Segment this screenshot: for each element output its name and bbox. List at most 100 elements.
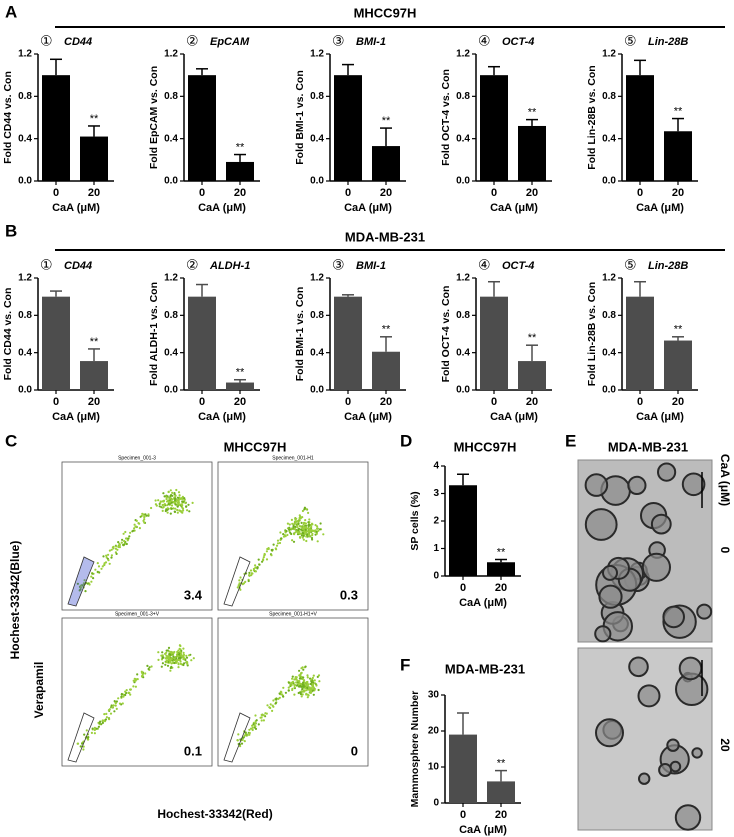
- event-dot: [177, 501, 180, 504]
- sphere: [678, 656, 703, 681]
- event-dot: [96, 570, 99, 573]
- significance: **: [236, 367, 245, 379]
- sphere: [696, 603, 713, 620]
- event-dot: [295, 681, 298, 684]
- event-dot: [254, 714, 257, 717]
- event-dot: [298, 691, 301, 694]
- event-dot: [282, 535, 286, 538]
- event-dot: [179, 656, 182, 659]
- chart-title: CD44: [64, 36, 92, 48]
- event-dot: [293, 533, 296, 536]
- event-dot: [243, 734, 246, 737]
- event-dot: [277, 697, 280, 701]
- event-dot: [304, 684, 308, 687]
- chart-number: ③: [332, 33, 345, 49]
- event-dot: [291, 687, 294, 690]
- event-dot: [82, 748, 85, 751]
- event-dot: [274, 702, 277, 705]
- event-dot: [250, 572, 253, 575]
- event-dot: [173, 499, 177, 502]
- event-dot: [132, 679, 135, 682]
- x-tick-label: 20: [526, 187, 538, 199]
- event-dot: [165, 497, 168, 501]
- y-axis-label: Fold OCT-4 vs. Con: [440, 286, 452, 383]
- y-tick-label: 0: [433, 798, 439, 809]
- event-dot: [161, 656, 164, 660]
- event-dot: [90, 731, 93, 735]
- event-dot: [275, 697, 278, 700]
- event-dot: [265, 550, 268, 553]
- event-dot: [181, 504, 184, 507]
- event-dot: [92, 577, 95, 580]
- y-axis-label: Fold ALDH-1 vs. Con: [148, 282, 160, 386]
- event-dot: [290, 518, 293, 522]
- plot-frame: [61, 617, 213, 767]
- event-dot: [304, 522, 307, 525]
- event-dot: [262, 558, 265, 561]
- event-dot: [182, 653, 186, 657]
- significance: **: [90, 336, 99, 348]
- event-dot: [107, 559, 110, 562]
- y-tick-label: 0.8: [164, 91, 178, 102]
- event-dot: [162, 500, 165, 503]
- event-dot: [170, 501, 173, 504]
- event-dot: [111, 546, 114, 549]
- bar: [626, 296, 654, 390]
- event-dot: [122, 543, 125, 547]
- event-dot: [279, 531, 282, 534]
- event-dot: [169, 512, 172, 515]
- event-dot: [182, 663, 185, 667]
- event-dot: [304, 519, 307, 522]
- y-tick-label: 0.4: [602, 133, 616, 144]
- event-dot: [167, 646, 171, 650]
- event-dot: [246, 734, 249, 737]
- y-axis-label: Fold EpCAM vs. Con: [148, 66, 160, 169]
- sphere: [584, 508, 618, 541]
- event-dot: [170, 665, 173, 669]
- event-dot: [185, 656, 189, 659]
- event-dot: [306, 674, 309, 677]
- event-dot: [317, 674, 321, 677]
- panel-title: MHCC97H: [454, 439, 517, 454]
- event-dot: [160, 665, 163, 668]
- event-dot: [109, 712, 113, 715]
- event-dot: [252, 723, 255, 726]
- event-dot: [97, 725, 100, 728]
- y-tick-label: 1.2: [310, 49, 324, 60]
- chart-title: BMI-1: [356, 36, 386, 48]
- y-axis-label: Mammosphere Number: [409, 691, 421, 808]
- y-tick-label: 0.8: [18, 310, 32, 321]
- event-dot: [108, 562, 111, 565]
- row-label: Verapamil: [32, 662, 46, 719]
- event-dot: [107, 709, 110, 712]
- event-dot: [280, 537, 283, 540]
- event-dot: [253, 724, 256, 728]
- event-dot: [288, 523, 291, 526]
- event-dot: [300, 667, 303, 670]
- bar: [664, 340, 692, 390]
- plot-frame: [61, 461, 213, 611]
- y-axis-label: Fold BMI-1 vs. Con: [294, 287, 306, 382]
- event-dot: [122, 695, 125, 698]
- axis-label: Hochest-33342(Blue): [8, 541, 22, 660]
- x-tick-label: 0: [460, 582, 466, 594]
- event-dot: [236, 739, 239, 742]
- event-dot: [129, 693, 132, 696]
- y-tick-label: 1.2: [310, 273, 324, 284]
- event-dot: [302, 668, 305, 671]
- event-dot: [304, 526, 307, 529]
- event-dot: [299, 684, 302, 688]
- event-dot: [188, 510, 191, 513]
- event-dot: [250, 727, 253, 730]
- event-dot: [136, 673, 139, 676]
- event-dot: [272, 705, 275, 708]
- event-dot: [115, 700, 118, 703]
- event-dot: [267, 547, 270, 551]
- event-dot: [262, 556, 265, 559]
- event-dot: [96, 562, 99, 565]
- event-dot: [83, 733, 86, 736]
- event-dot: [118, 542, 121, 546]
- y-tick-label: 0.0: [456, 176, 470, 187]
- event-dot: [148, 666, 151, 669]
- event-dot: [243, 740, 246, 743]
